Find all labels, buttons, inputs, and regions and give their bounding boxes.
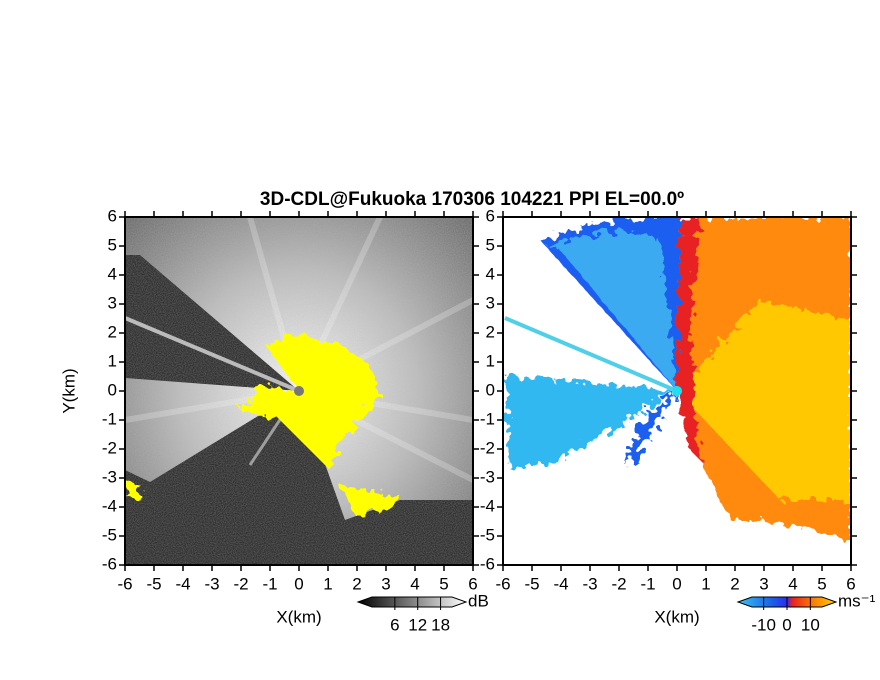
- y-tick-label: -1: [480, 409, 495, 428]
- colorbar-tick-label: 6: [390, 615, 399, 634]
- colorbar-tick-label: 18: [431, 615, 450, 634]
- colorbar-tick-label: -10: [751, 615, 776, 634]
- y-tick-label: 0: [108, 380, 117, 399]
- x-tick-label: 5: [817, 574, 826, 593]
- x-axis-label: X(km): [654, 607, 699, 626]
- y-tick-label: -3: [480, 467, 495, 486]
- y-tick-label: 4: [486, 264, 495, 283]
- y-tick-label: -6: [480, 554, 495, 573]
- y-tick-label: 2: [486, 322, 495, 341]
- colorbar-tick-label: 0: [782, 615, 791, 634]
- x-tick-label: 0: [672, 574, 681, 593]
- y-tick-label: 5: [108, 235, 117, 254]
- y-tick-label: -2: [102, 438, 117, 457]
- x-tick-label: 3: [759, 574, 768, 593]
- x-tick-label: -2: [611, 574, 626, 593]
- x-tick-label: -1: [262, 574, 277, 593]
- chart-title: 3D-CDL@Fukuoka 170306 104221 PPI EL=00.0…: [260, 189, 684, 210]
- x-tick-label: -1: [640, 574, 655, 593]
- y-tick-label: 0: [486, 380, 495, 399]
- x-tick-label: 6: [468, 574, 477, 593]
- x-tick-label: 1: [701, 574, 710, 593]
- y-tick-label: -5: [480, 525, 495, 544]
- x-tick-label: -5: [146, 574, 161, 593]
- colorbar-tick-label: 10: [801, 615, 820, 634]
- colorbar-label: ms⁻¹: [838, 591, 876, 610]
- intensity-image: [125, 217, 473, 565]
- x-tick-label: -3: [582, 574, 597, 593]
- y-tick-label: -4: [102, 496, 117, 515]
- y-tick-label: -1: [102, 409, 117, 428]
- x-tick-label: -2: [233, 574, 248, 593]
- y-tick-label: 1: [108, 351, 117, 370]
- colorbar-label: dB: [468, 591, 489, 610]
- y-tick-label: 5: [486, 235, 495, 254]
- y-tick-label: 6: [486, 206, 495, 225]
- y-tick-label: -4: [480, 496, 495, 515]
- y-tick-label: -5: [102, 525, 117, 544]
- x-tick-label: 1: [323, 574, 332, 593]
- x-tick-label: 6: [846, 574, 855, 593]
- x-tick-label: 2: [352, 574, 361, 593]
- x-tick-label: 4: [788, 574, 797, 593]
- x-tick-label: -6: [495, 574, 510, 593]
- y-tick-label: 3: [486, 293, 495, 312]
- y-tick-label: 6: [108, 206, 117, 225]
- x-tick-label: -4: [553, 574, 568, 593]
- y-tick-label: -6: [102, 554, 117, 573]
- x-tick-label: 0: [294, 574, 303, 593]
- colorbar: [356, 596, 468, 608]
- colorbar-tick-label: 12: [408, 615, 427, 634]
- y-tick-label: 4: [108, 264, 117, 283]
- x-tick-label: 4: [410, 574, 419, 593]
- x-tick-label: -3: [204, 574, 219, 593]
- y-axis-label: Y(km): [59, 368, 78, 413]
- x-tick-label: -4: [175, 574, 190, 593]
- y-tick-label: -2: [480, 438, 495, 457]
- y-tick-label: 3: [108, 293, 117, 312]
- velocity-image: [504, 217, 851, 540]
- x-tick-label: 2: [730, 574, 739, 593]
- y-tick-label: 2: [108, 322, 117, 341]
- x-tick-label: 3: [381, 574, 390, 593]
- x-tick-label: -6: [117, 574, 132, 593]
- x-tick-label: -5: [524, 574, 539, 593]
- y-tick-label: 1: [486, 351, 495, 370]
- y-tick-label: -3: [102, 467, 117, 486]
- x-axis-label: X(km): [276, 607, 321, 626]
- x-tick-label: 5: [439, 574, 448, 593]
